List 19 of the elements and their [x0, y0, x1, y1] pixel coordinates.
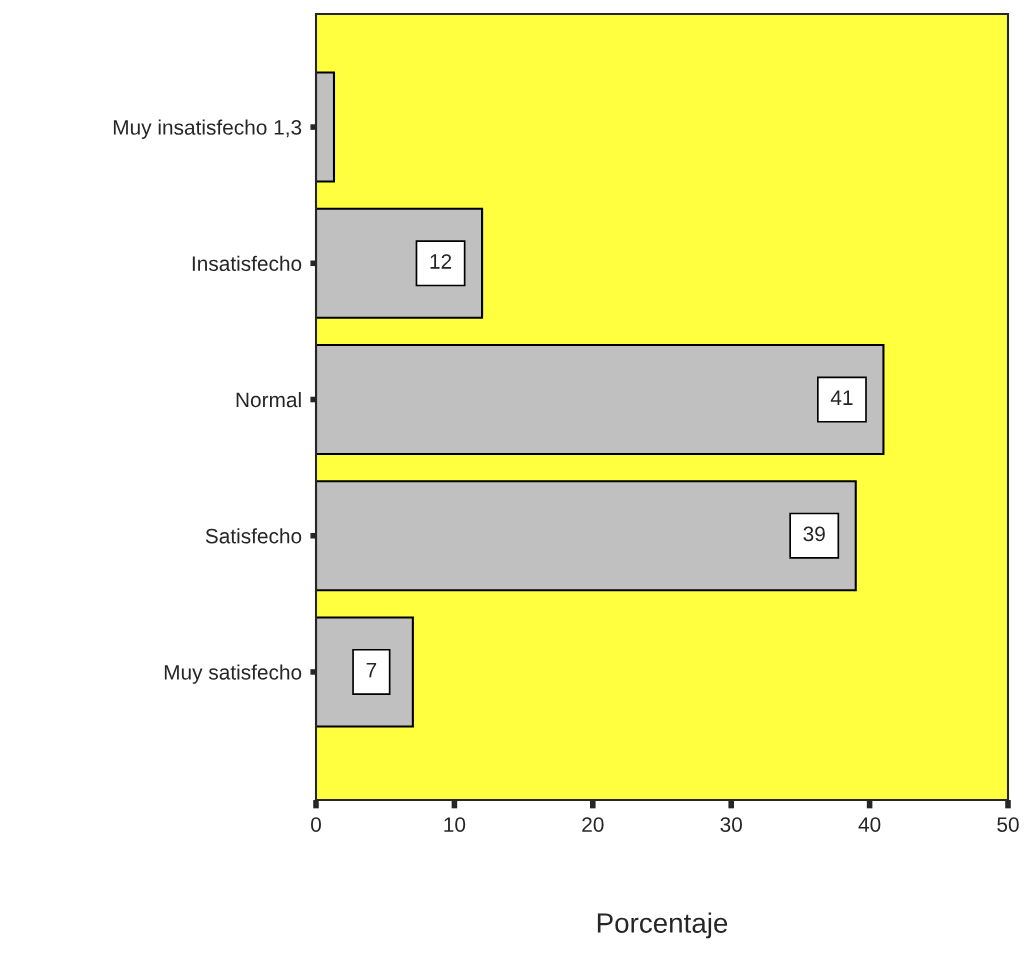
bar: [316, 343, 885, 456]
data-label: 12: [430, 254, 452, 269]
x-axis-title: Porcentaje: [597, 912, 728, 939]
x-tick-label: 50: [997, 817, 1019, 832]
x-tick-label: 0: [311, 817, 321, 832]
data-label: 39: [803, 526, 825, 542]
bar: [316, 480, 857, 592]
y-tick-label: Satisfecho: [205, 528, 302, 544]
x-tick-label: 30: [720, 817, 742, 832]
bar: [316, 71, 336, 183]
y-tick-label: Insatisfecho: [192, 255, 302, 272]
data-label: 7: [366, 663, 377, 678]
y-tick-label: Muy satisfecho: [164, 664, 302, 684]
y-tick-label: Normal: [236, 391, 301, 408]
data-label: 41: [830, 390, 853, 405]
x-tick-label: 20: [582, 817, 604, 832]
x-tick-label: 10: [444, 817, 466, 832]
y-tick-label: Muy insatisfecho 1,3: [113, 119, 302, 139]
x-tick-label: 40: [858, 817, 881, 832]
